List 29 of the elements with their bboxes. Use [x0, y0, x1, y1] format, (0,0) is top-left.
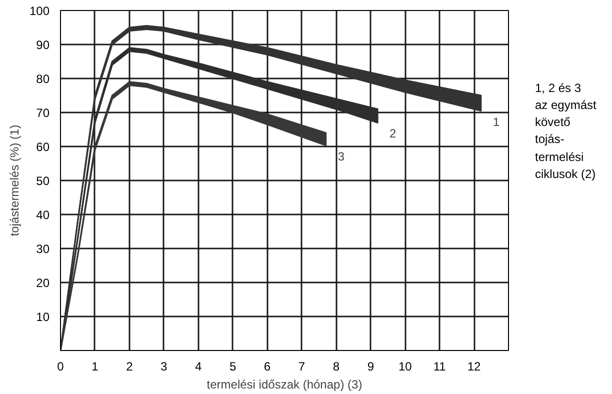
y-tick-label: 10 [36, 310, 50, 324]
x-tick-label: 8 [332, 360, 340, 374]
x-tick-label: 0 [57, 360, 64, 374]
y-axis-title: tojástermelés (%) (1) [7, 124, 22, 236]
x-tick-label: 9 [367, 360, 374, 374]
x-tick-label: 3 [160, 360, 168, 374]
x-tick-label: 12 [467, 360, 482, 374]
y-tick-label: 80 [36, 72, 50, 86]
x-tick-label: 10 [398, 360, 412, 374]
series-label: 2 [390, 126, 397, 141]
y-tick-label: 20 [36, 276, 50, 290]
x-tick-label: 5 [229, 360, 236, 374]
x-tick-label: 4 [195, 360, 202, 374]
x-tick-label: 11 [433, 360, 446, 374]
y-tick-label: 90 [36, 38, 50, 52]
y-tick-label: 30 [36, 242, 50, 256]
x-axis-title: termelési időszak (hónap) (3) [206, 378, 362, 392]
y-tick-label: 60 [36, 140, 50, 154]
series-label: 1 [492, 114, 500, 129]
x-tick-label: 1 [92, 360, 99, 374]
y-tick-label: 100 [29, 4, 50, 18]
x-tick-label: 6 [264, 360, 271, 374]
x-tick-label: 2 [126, 360, 134, 374]
y-tick-label: 50 [36, 174, 50, 188]
x-tick-label: 7 [298, 360, 306, 374]
text: 1, 2 és 3 az egymást követő tojás- termelési ciklusok (2) [535, 80, 596, 183]
y-tick-label: 70 [36, 106, 50, 120]
series-label: 3 [338, 149, 345, 164]
y-tick-label: 40 [36, 208, 50, 222]
